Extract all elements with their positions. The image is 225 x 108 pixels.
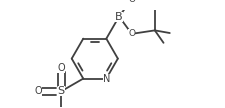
Text: S: S bbox=[57, 86, 64, 96]
Text: B: B bbox=[115, 12, 122, 21]
Text: O: O bbox=[34, 86, 42, 96]
Text: O: O bbox=[57, 63, 65, 73]
Text: O: O bbox=[128, 0, 135, 4]
Text: O: O bbox=[128, 29, 135, 38]
Text: N: N bbox=[102, 74, 110, 84]
